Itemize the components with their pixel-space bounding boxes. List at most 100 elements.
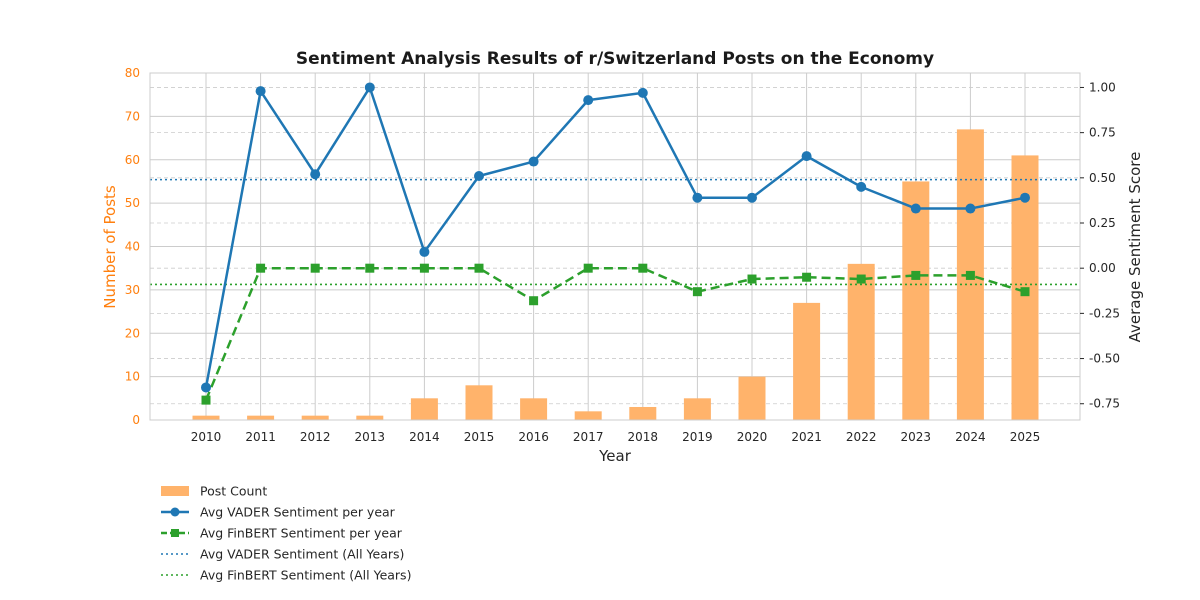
vader-point <box>474 171 484 182</box>
vader-point <box>419 246 430 257</box>
x-tick-label: 2017 <box>573 430 604 444</box>
vader-point <box>528 156 539 167</box>
x-axis-label: Year <box>598 447 632 465</box>
legend-item: Avg VADER Sentiment per year <box>161 505 396 520</box>
legend-swatch-bar <box>161 486 189 496</box>
y-left-tick-label: 30 <box>125 283 140 297</box>
vader-point <box>1020 192 1030 203</box>
vader-point <box>910 203 921 214</box>
finbert-point <box>474 263 484 273</box>
vader-point <box>747 192 757 203</box>
vader-point <box>583 95 594 106</box>
marker-layer <box>201 82 1030 405</box>
finbert-point <box>856 274 866 284</box>
x-tick-label: 2019 <box>682 430 713 444</box>
finbert-point <box>419 263 429 273</box>
finbert-point <box>692 287 702 297</box>
finbert-point <box>911 270 921 280</box>
legend-item: Avg VADER Sentiment (All Years) <box>161 547 404 562</box>
legend: Post Count Avg VADER Sentiment per year Av… <box>161 484 411 583</box>
x-tick-label: 2020 <box>737 430 768 444</box>
post-count-bar <box>629 406 657 420</box>
y-right-tick-label: -0.50 <box>1089 352 1120 366</box>
vader-point <box>255 86 266 97</box>
legend-marker-square <box>171 529 179 537</box>
post-count-bar <box>192 415 220 420</box>
finbert-point <box>965 270 975 280</box>
vader-sentiment-line <box>204 86 1026 388</box>
finbert-point <box>529 296 539 306</box>
legend-item: Post Count <box>161 484 267 499</box>
post-count-bar <box>520 398 548 420</box>
x-tick-label: 2010 <box>191 430 222 444</box>
finbert-point <box>747 274 757 284</box>
vader-point <box>965 203 976 214</box>
legend-label: Avg VADER Sentiment per year <box>200 505 396 520</box>
finbert-sentiment-line <box>204 266 1026 401</box>
post-count-bar <box>247 415 275 420</box>
y-right-tick-label: 0.25 <box>1089 216 1116 230</box>
legend-label: Avg VADER Sentiment (All Years) <box>200 547 404 562</box>
legend-item: Avg FinBERT Sentiment per year <box>161 526 403 541</box>
y-left-tick-label: 80 <box>125 66 140 80</box>
post-count-bar <box>738 376 766 420</box>
post-count-bar <box>574 411 602 420</box>
post-count-bar <box>683 398 711 420</box>
post-count-bar <box>793 302 821 420</box>
post-count-bar <box>301 415 329 420</box>
x-tick-label: 2014 <box>409 430 440 444</box>
finbert-point <box>1020 287 1030 297</box>
y-left-axis-label: Number of Posts <box>101 185 119 309</box>
x-tick-label: 2015 <box>464 430 495 444</box>
y-right-tick-label: -0.75 <box>1089 397 1120 411</box>
y-left-tick-label: 60 <box>125 153 140 167</box>
x-tick-label: 2021 <box>791 430 822 444</box>
y-left-tick-label: 50 <box>125 196 140 210</box>
reference-lines-layer <box>150 178 1080 286</box>
y-left-tick-label: 0 <box>132 413 140 427</box>
finbert-point <box>802 272 812 282</box>
y-right-tick-label: 0.50 <box>1089 171 1116 185</box>
finbert-point <box>583 263 593 273</box>
finbert-point <box>201 395 211 405</box>
vader-point <box>310 169 321 180</box>
y-right-tick-label: 1.00 <box>1089 80 1116 94</box>
x-tick-label: 2023 <box>901 430 932 444</box>
x-tick-labels: 2010 2011 2012 2013 2014 2015 2016 2017 2018 2019… <box>191 430 1041 444</box>
plot-frame <box>149 72 1081 421</box>
y-left-tick-label: 70 <box>125 109 140 123</box>
finbert-point <box>638 263 648 273</box>
y-left-tick-labels: 0 10 20 30 40 50 60 70 80 <box>125 66 140 427</box>
legend-marker-circle <box>170 507 180 517</box>
x-tick-label: 2025 <box>1010 430 1041 444</box>
legend-label: Post Count <box>200 484 267 499</box>
x-tick-label: 2013 <box>355 430 386 444</box>
finbert-point <box>310 263 320 273</box>
vader-point <box>692 192 703 203</box>
finbert-point <box>256 263 266 273</box>
x-tick-label: 2024 <box>955 430 986 444</box>
y-left-tick-label: 20 <box>125 326 140 340</box>
y-right-tick-label: 0.75 <box>1089 126 1116 140</box>
post-count-bar <box>847 263 875 420</box>
legend-label: Avg FinBERT Sentiment (All Years) <box>200 568 411 583</box>
x-tick-label: 2016 <box>518 430 549 444</box>
vader-point <box>201 382 211 393</box>
vader-point <box>637 87 648 98</box>
y-right-axis-label: Average Sentiment Score <box>1126 152 1144 343</box>
x-tick-label: 2011 <box>245 430 276 444</box>
chart-title: Sentiment Analysis Results of r/Switzerl… <box>296 49 934 69</box>
legend-label: Avg FinBERT Sentiment per year <box>200 526 403 541</box>
x-tick-label: 2018 <box>628 430 659 444</box>
finbert-point <box>365 263 375 273</box>
vader-point <box>364 82 375 93</box>
line-layer <box>204 86 1026 401</box>
y-right-tick-labels: -0.75 -0.50 -0.25 0.00 0.25 0.50 0.75 1.00 <box>1080 80 1120 411</box>
post-count-bar <box>902 181 930 420</box>
y-right-tick-label: -0.25 <box>1089 306 1120 320</box>
x-tick-label: 2022 <box>846 430 877 444</box>
post-count-bar <box>465 385 493 420</box>
y-right-tick-label: 0.00 <box>1089 261 1116 275</box>
